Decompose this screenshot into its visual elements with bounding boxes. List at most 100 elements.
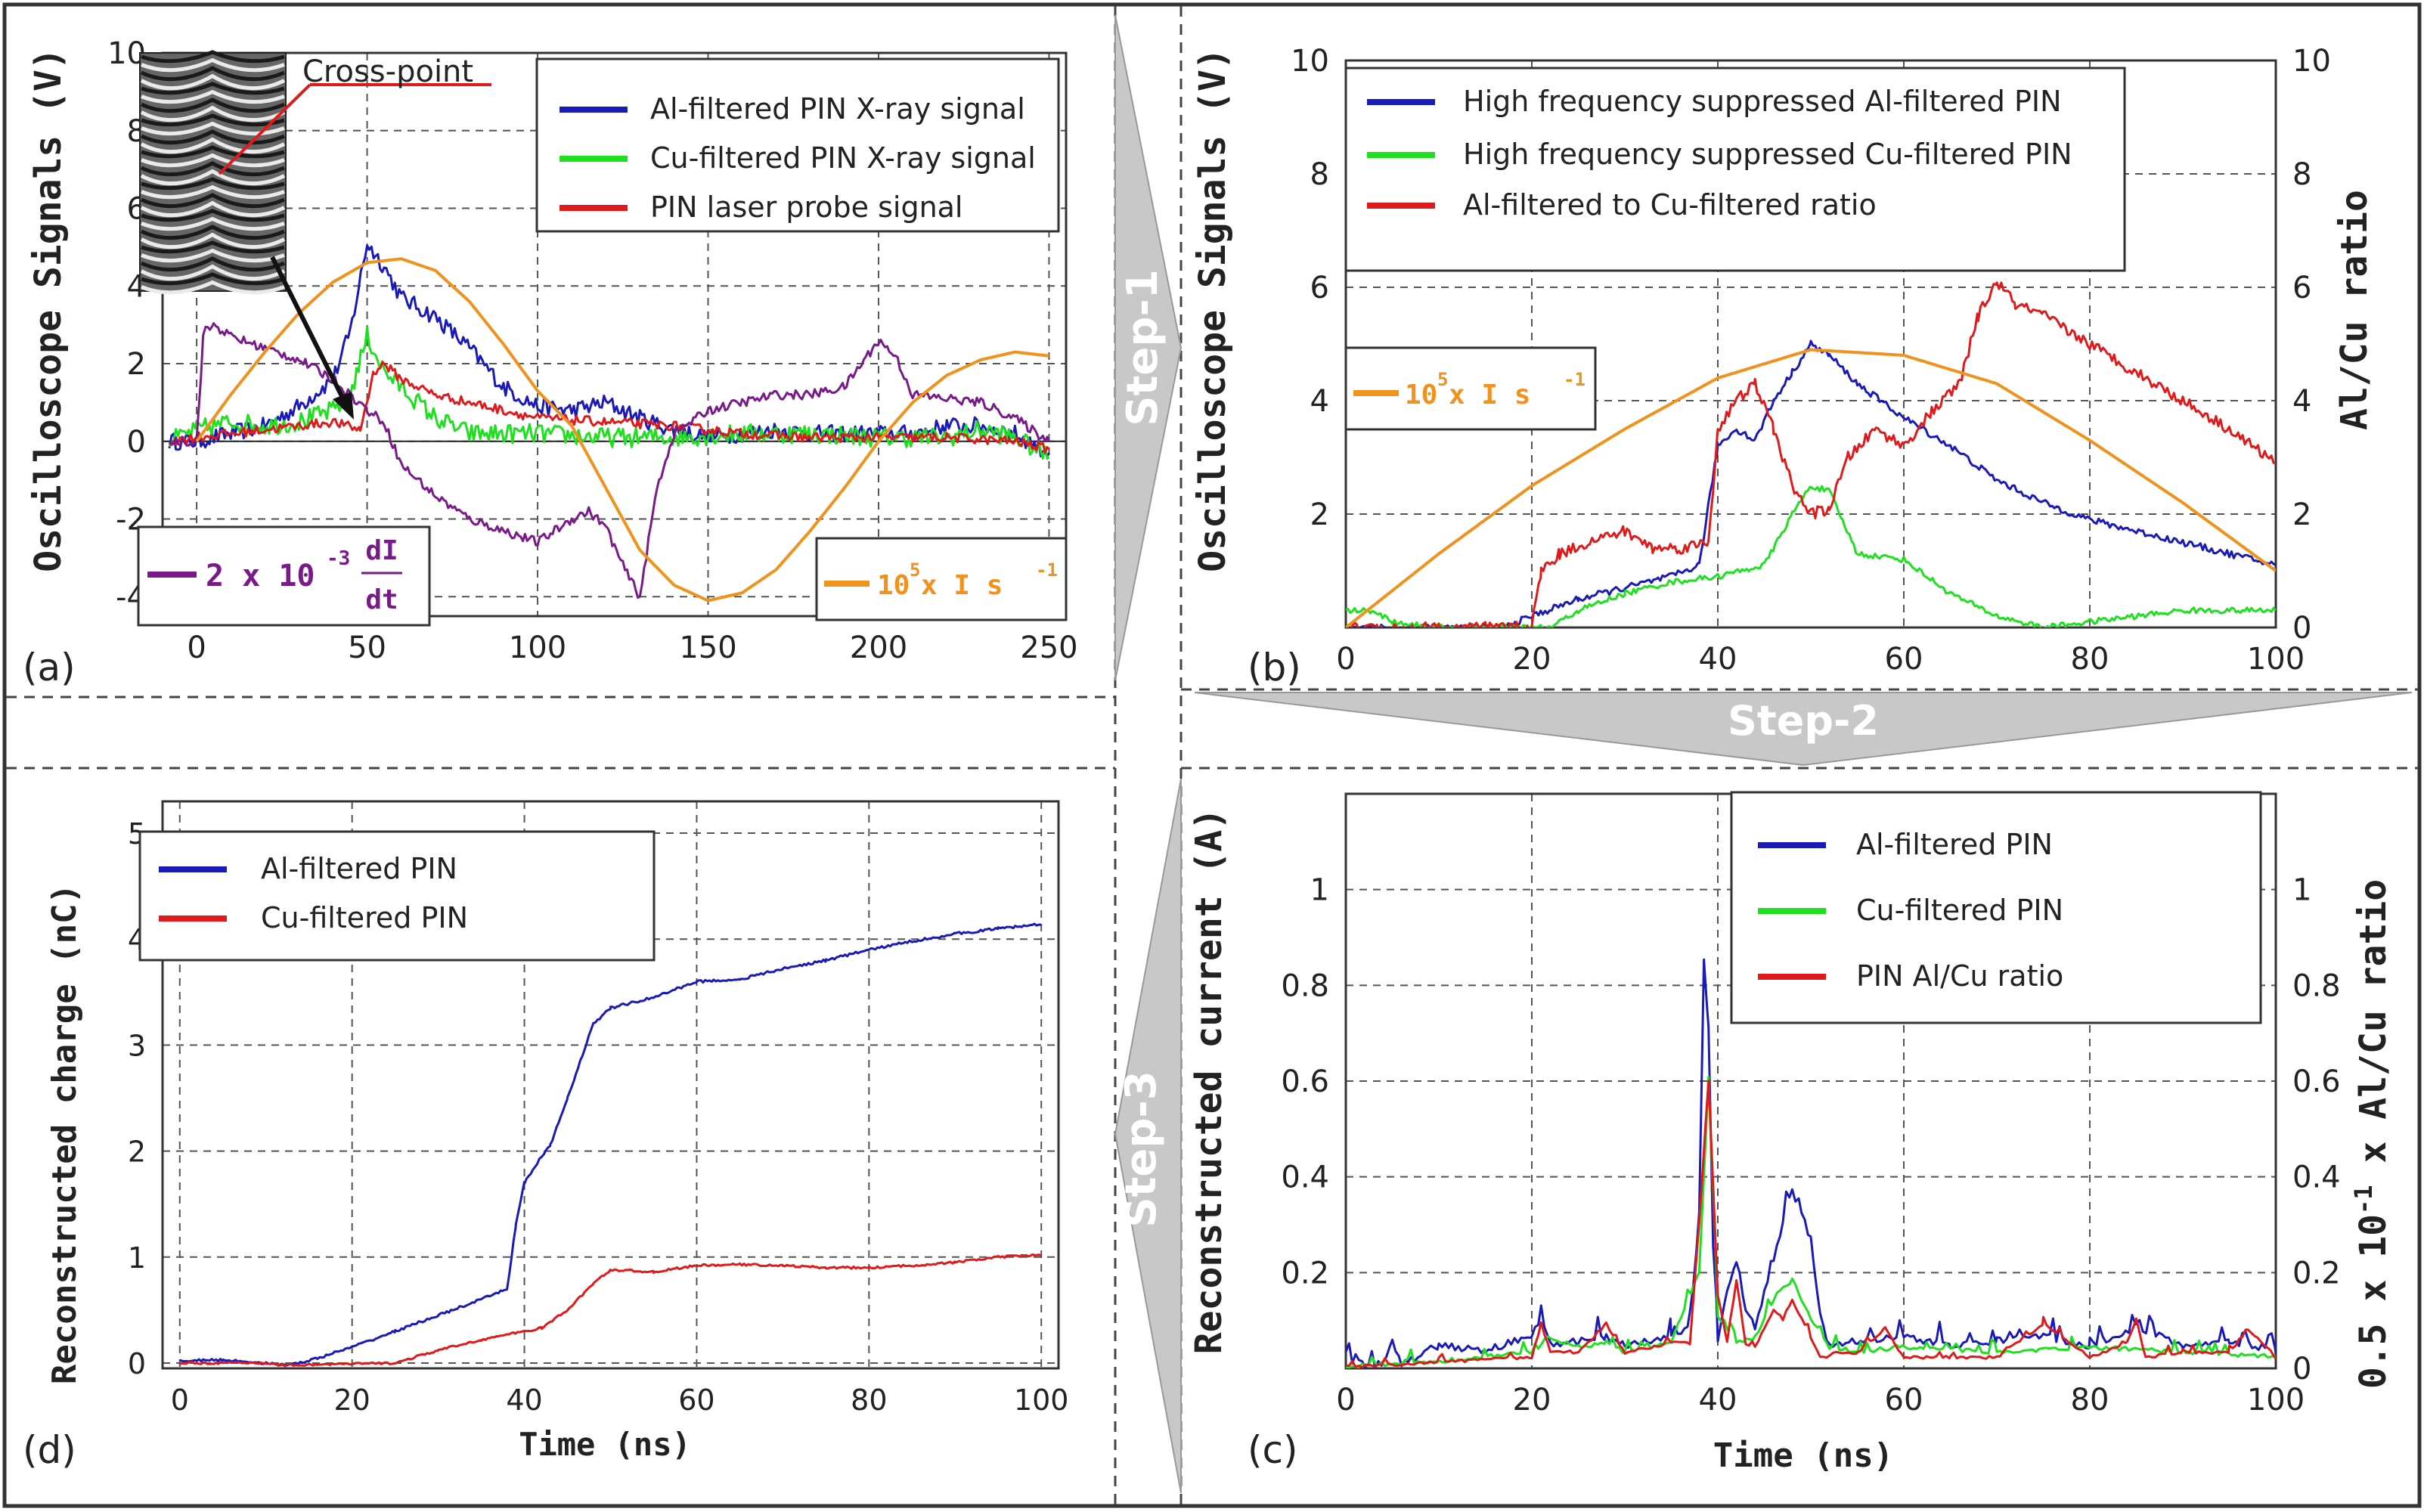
inset-stripe-3 bbox=[140, 73, 286, 91]
panel-c-y2label: 0.5 x 10-1 x Al/Cu ratio bbox=[2349, 879, 2395, 1389]
current-a-exp: 5 bbox=[910, 559, 920, 581]
didt-frac-bottom: dt bbox=[365, 584, 398, 615]
panel-a-ytick-3: 2 bbox=[127, 347, 146, 382]
panel-a-series-4 bbox=[195, 257, 1049, 603]
current-box-a-frame bbox=[815, 537, 1068, 621]
inset-stripe-22 bbox=[140, 225, 285, 240]
cross-point-label: Cross-point bbox=[302, 54, 473, 89]
legend-c-label-ratio: PIN Al/Cu ratio bbox=[1856, 959, 2063, 993]
panel-b-ytick-1: 4 bbox=[1310, 384, 1329, 419]
panel-d-legend-box bbox=[138, 830, 656, 962]
inset-stripe-5 bbox=[141, 89, 285, 104]
didt-label-box: 2 x 10 -3 dI dt bbox=[137, 525, 431, 627]
panel-b-xtick-5: 100 bbox=[2247, 642, 2305, 677]
panel-a-xtick-0: 0 bbox=[187, 631, 206, 665]
panel-c-tag: (c) bbox=[1248, 1428, 1298, 1472]
panel-c-ytick-3: 0.8 bbox=[1281, 968, 1329, 1003]
panel-d-axes-frame bbox=[161, 800, 1060, 1370]
inset-stripe-13 bbox=[141, 153, 285, 168]
panel-a-ylabel: Oscilloscope Signals (V) bbox=[27, 48, 70, 572]
didt-frac-top: dI bbox=[365, 535, 398, 566]
didt-exponent: -3 bbox=[327, 547, 350, 570]
panel-b-xtick-4: 80 bbox=[2071, 642, 2109, 677]
panel-c-y2tick-3: 0.6 bbox=[2292, 1064, 2341, 1099]
panel-b-ylabel: Oscilloscope Signals (V) bbox=[1192, 48, 1234, 572]
legend-d-label-cu: Cu-filtered PIN bbox=[261, 901, 468, 934]
current-label-box-b: 10 5 x I s -1 bbox=[1344, 346, 1597, 431]
inset-stripe-4 bbox=[141, 82, 285, 95]
panel-d-ytick-1: 1 bbox=[128, 1241, 146, 1275]
inset-stripe-15 bbox=[140, 169, 286, 186]
inset-stripe-28 bbox=[141, 272, 285, 286]
panel-c-y2label-prefix: 0.5 x 10 bbox=[2352, 1214, 2395, 1389]
panel-c-series-0 bbox=[1346, 958, 2276, 1368]
panel-b-series-3 bbox=[1346, 348, 2276, 627]
inset-stripe-12 bbox=[141, 145, 285, 159]
panel-b-ytick-2: 6 bbox=[1310, 271, 1329, 305]
panel-d-ytick-3: 3 bbox=[128, 1029, 146, 1062]
current-label-box-a: 10 5 x I s -1 bbox=[815, 537, 1068, 621]
panel-a-axes-frame bbox=[161, 51, 1068, 618]
panel-d-xlabel: Time (ns) bbox=[519, 1426, 691, 1463]
panel-a-legend: Al-filtered PIN X-ray signal Cu-filtered… bbox=[535, 57, 1060, 233]
panel-d-xtick-1: 20 bbox=[333, 1383, 370, 1417]
panel-d-xtick-0: 0 bbox=[171, 1383, 189, 1417]
panel-d-ytick-0: 0 bbox=[128, 1347, 146, 1380]
panel-c-legend-box bbox=[1730, 791, 2262, 1024]
panel-b-legend: High frequency suppressed Al-filtered PI… bbox=[1344, 67, 2126, 272]
inset-stripe-1 bbox=[141, 57, 285, 73]
inset-image: Cross-point bbox=[139, 50, 491, 420]
inset-stripe-14 bbox=[140, 161, 285, 177]
panel-b-y2tick-1: 2 bbox=[2292, 497, 2311, 532]
panel-b-y2tick-5: 10 bbox=[2292, 44, 2331, 79]
panel-d-series-0 bbox=[179, 922, 1043, 1367]
step2-arrow-shape bbox=[1194, 692, 2413, 767]
panel-a-series-1 bbox=[168, 326, 1050, 460]
panel-b-y2tick-3: 6 bbox=[2292, 271, 2311, 305]
step2-label: Step-2 bbox=[1728, 697, 1879, 745]
panel-b-y2tick-2: 4 bbox=[2292, 384, 2311, 419]
panel-c: 0 20 40 60 80 1000.20.40.60.8100.20.40.60.81 … bbox=[1188, 791, 2395, 1475]
inset-stripe-27 bbox=[140, 264, 286, 281]
panel-c-xtick-3: 60 bbox=[1885, 1383, 1923, 1418]
current-a-prefix: 10 bbox=[877, 570, 910, 601]
current-box-b-frame bbox=[1344, 346, 1597, 431]
cross-point-arrow bbox=[270, 256, 346, 402]
inset-stripe-25 bbox=[141, 248, 285, 263]
legend-label-al: Al-filtered PIN X-ray signal bbox=[650, 92, 1025, 125]
panel-c-series-2 bbox=[1346, 1080, 2276, 1368]
panel-c-y2tick-2: 0.4 bbox=[2292, 1160, 2341, 1195]
panel-a-xtick-1: 50 bbox=[348, 631, 386, 665]
current-a-suffix: x I s bbox=[921, 570, 1003, 601]
panel-b-xtick-3: 60 bbox=[1885, 642, 1923, 677]
inset-stripe-16 bbox=[141, 177, 285, 191]
step2-arrow: Step-2 bbox=[1194, 692, 2413, 767]
panel-d-xtick-2: 40 bbox=[506, 1383, 542, 1417]
panel-b-axes-frame bbox=[1344, 59, 2277, 629]
inset-stripe-20 bbox=[141, 209, 285, 222]
step1-arrow: Step-1 bbox=[1114, 14, 1183, 681]
panel-b-xtick-0: 0 bbox=[1336, 642, 1355, 677]
inset-stripe-23 bbox=[140, 232, 286, 249]
panel-b-ytick-4: 10 bbox=[1291, 44, 1329, 79]
panel-b-y2tick-4: 8 bbox=[2292, 157, 2311, 192]
panel-d-ylabel: Reconstructed charge (nC) bbox=[45, 884, 84, 1384]
current-b-suffix-exp: -1 bbox=[1564, 369, 1586, 390]
panel-b-y2label: Al/Cu ratio bbox=[2333, 190, 2376, 430]
inset-stripe-8 bbox=[141, 113, 285, 127]
inset-stripe-2 bbox=[140, 66, 285, 82]
panel-c-xtick-1: 20 bbox=[1513, 1383, 1551, 1418]
current-a-suffix-exp: -1 bbox=[1036, 559, 1058, 581]
step1-arrow-shape bbox=[1114, 14, 1183, 681]
panel-c-y2tick-0: 0 bbox=[2292, 1352, 2311, 1387]
legend-label-laser: PIN laser probe signal bbox=[650, 191, 963, 224]
step3-arrow-shape bbox=[1114, 778, 1182, 1494]
panel-d-xtick-5: 100 bbox=[1014, 1383, 1069, 1417]
inset-stripe-18 bbox=[140, 193, 285, 209]
panel-d-xtick-3: 60 bbox=[678, 1383, 714, 1417]
inset-stripe-11 bbox=[140, 137, 286, 154]
